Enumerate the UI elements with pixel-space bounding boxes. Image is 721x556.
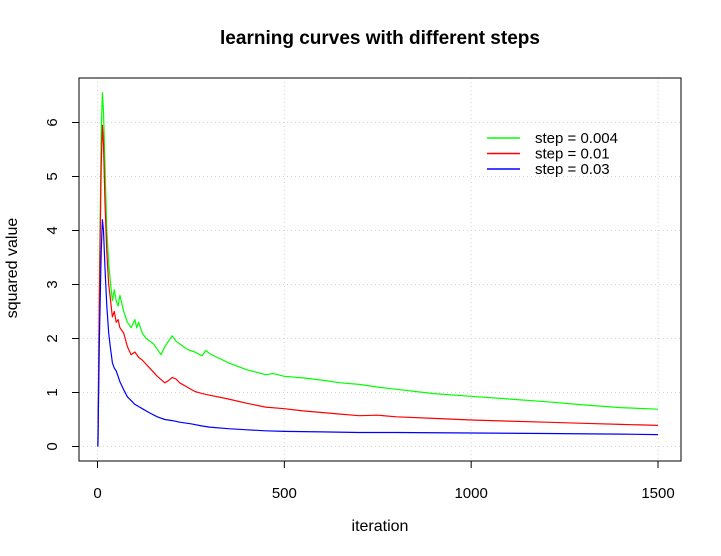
y-tick-label: 2 — [44, 334, 61, 342]
y-tick-label: 1 — [44, 388, 61, 396]
x-tick-label: 1500 — [641, 485, 674, 502]
series-lines — [97, 92, 659, 447]
x-tick-label: 0 — [93, 485, 101, 502]
chart-title: learning curves with different steps — [220, 28, 540, 49]
y-tick-label: 0 — [44, 442, 61, 450]
y-tick-label: 3 — [44, 280, 61, 288]
axis-ticks: 0 500 1000 1500 0 1 2 3 4 5 6 — [44, 118, 675, 502]
legend-label-3: step = 0.03 — [535, 161, 610, 178]
y-tick-label: 6 — [44, 118, 61, 126]
series-line-3 — [97, 219, 659, 447]
legend-label-2: step = 0.01 — [535, 146, 610, 163]
x-tick-label: 500 — [272, 485, 297, 502]
y-tick-label: 5 — [44, 172, 61, 180]
plot-frame — [78, 77, 682, 462]
y-tick-label: 4 — [44, 226, 61, 234]
grid-lines — [79, 78, 681, 461]
x-axis-label: iteration — [351, 518, 409, 535]
legend-label-1: step = 0.004 — [535, 130, 618, 147]
series-line-1 — [97, 92, 659, 447]
series-line-2 — [97, 124, 659, 447]
x-tick-label: 1000 — [454, 485, 487, 502]
